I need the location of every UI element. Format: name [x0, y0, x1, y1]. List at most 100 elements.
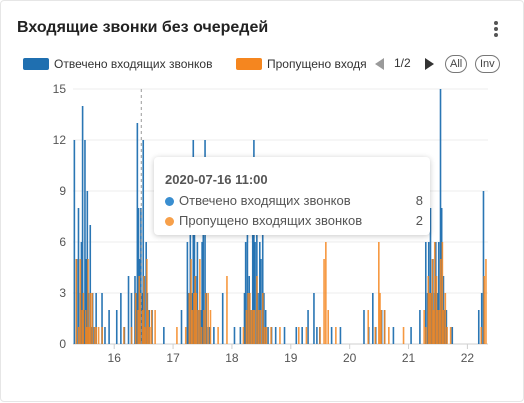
bar-answered [221, 293, 224, 344]
bar-missed [265, 327, 268, 344]
bar-missed [134, 293, 137, 344]
x-tick-label: 19 [284, 351, 298, 365]
bar-missed [279, 327, 281, 344]
bar-missed [143, 276, 145, 344]
bar-missed [75, 259, 78, 344]
y-tick-label: 12 [53, 133, 67, 147]
bar-answered [316, 327, 318, 344]
legend-label-missed: Пропущено входящих звонков [267, 57, 367, 71]
legend-next-page-icon[interactable] [425, 58, 434, 70]
bar-answered [251, 191, 254, 344]
bar-missed [436, 310, 439, 344]
bar-missed [191, 310, 194, 344]
tooltip-dot-answered [165, 197, 174, 206]
bar-answered [246, 208, 249, 344]
bar-missed [425, 327, 427, 344]
bar-answered [196, 242, 199, 344]
bar-answered [477, 310, 480, 344]
bar-missed [95, 327, 98, 344]
bar-answered [84, 140, 86, 344]
bar-missed [154, 310, 156, 344]
bar-missed [252, 310, 255, 344]
bar-answered [410, 327, 412, 344]
legend-item-answered[interactable]: Отвечено входящих звонков [23, 55, 227, 73]
bar-missed [149, 327, 151, 344]
bar-missed [226, 276, 228, 344]
bar-missed [245, 310, 248, 344]
bar-missed [247, 293, 249, 344]
bar-missed [209, 310, 212, 344]
tooltip-row-answered: Отвечено входящих звонков 8 [165, 193, 423, 209]
bar-missed [193, 293, 195, 344]
bar-answered [81, 106, 84, 344]
bar-missed [141, 310, 144, 344]
bar-missed [203, 310, 205, 344]
bar-answered [204, 140, 206, 344]
bar-answered [424, 242, 427, 344]
bar-missed [86, 327, 88, 344]
bar-missed [188, 293, 191, 344]
bar-answered [108, 310, 110, 344]
bar-missed [88, 327, 91, 344]
chart-axes: 0 3 6 9 12 15 16 17 18 19 20 21 22 [53, 82, 475, 365]
bar-missed [139, 293, 142, 344]
bar-missed [367, 310, 370, 344]
bar-answered [480, 293, 483, 344]
bar-answered [301, 327, 303, 344]
legend: Отвечено входящих звонков Пропущено вход… [23, 55, 513, 75]
bar-answered [261, 191, 264, 344]
bar-answered [254, 242, 256, 344]
bar-answered [163, 327, 165, 344]
more-menu-icon[interactable] [492, 21, 500, 41]
bar-missed [207, 293, 209, 344]
bar-answered [253, 140, 255, 344]
chart-title: Входящие звонки без очередей [17, 19, 269, 36]
legend-item-missed[interactable]: Пропущено входящих звонков [236, 55, 367, 73]
legend-page-indicator: 1/2 [394, 56, 411, 70]
bar-missed [79, 259, 82, 344]
bar-answered [274, 327, 277, 344]
bar-missed [305, 327, 308, 344]
bar-missed [249, 293, 251, 344]
bar-missed [200, 327, 203, 344]
bar-answered [482, 191, 485, 344]
bar-missed [123, 327, 125, 344]
bar-missed [263, 327, 266, 344]
bar-answered [213, 327, 215, 344]
bar-answered [201, 242, 203, 344]
bar-missed [429, 293, 432, 344]
bar-missed [402, 327, 405, 344]
legend-inverse-button[interactable]: Inv [475, 55, 500, 73]
bar-missed [195, 293, 198, 344]
bar-missed [87, 259, 89, 344]
tooltip-label-answered: Отвечено входящих звонков [179, 193, 351, 208]
bar-missed [388, 327, 390, 344]
bar-answered [180, 310, 183, 344]
tooltip-value-answered: 8 [415, 193, 423, 208]
bar-answered [73, 140, 76, 344]
bar-missed [441, 242, 444, 344]
bar-answered [437, 242, 440, 344]
bar-answered [258, 242, 261, 344]
legend-swatch-missed [236, 58, 262, 70]
bar-answered [193, 191, 196, 344]
bar-missed [325, 242, 327, 344]
bar-answered [267, 327, 269, 344]
bar-missed [480, 327, 483, 344]
bar-answered [330, 327, 333, 344]
bar-answered [130, 293, 133, 344]
legend-all-button[interactable]: All [445, 55, 468, 73]
bar-missed [431, 259, 434, 344]
bar-missed [444, 293, 447, 344]
legend-prev-page-icon[interactable] [375, 58, 384, 70]
bar-answered [80, 242, 83, 344]
bar-missed [432, 310, 435, 344]
bar-missed [253, 310, 256, 344]
bar-missed [383, 310, 386, 344]
bar-missed [217, 327, 219, 344]
x-tick-label: 20 [343, 351, 357, 365]
bar-answered [95, 293, 97, 344]
bar-answered [115, 310, 118, 344]
